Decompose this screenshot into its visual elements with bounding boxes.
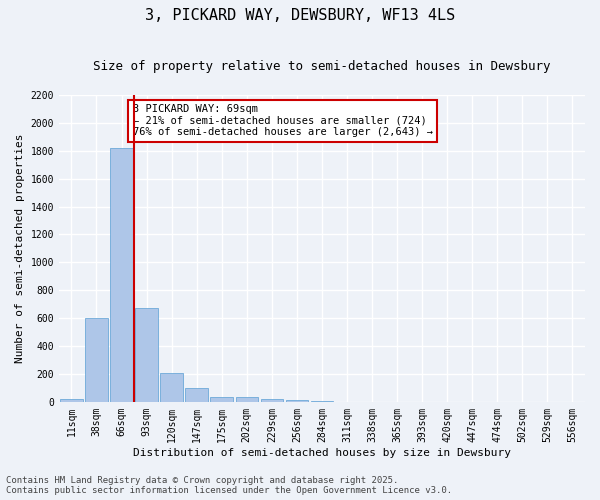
Bar bbox=[160, 372, 183, 402]
Bar bbox=[110, 148, 133, 402]
Bar bbox=[311, 401, 333, 402]
Text: 3, PICKARD WAY, DEWSBURY, WF13 4LS: 3, PICKARD WAY, DEWSBURY, WF13 4LS bbox=[145, 8, 455, 22]
Title: Size of property relative to semi-detached houses in Dewsbury: Size of property relative to semi-detach… bbox=[93, 60, 551, 73]
Text: Contains HM Land Registry data © Crown copyright and database right 2025.
Contai: Contains HM Land Registry data © Crown c… bbox=[6, 476, 452, 495]
Bar bbox=[260, 399, 283, 402]
Bar bbox=[236, 397, 258, 402]
Text: 3 PICKARD WAY: 69sqm
← 21% of semi-detached houses are smaller (724)
76% of semi: 3 PICKARD WAY: 69sqm ← 21% of semi-detac… bbox=[133, 104, 433, 138]
Bar bbox=[211, 396, 233, 402]
X-axis label: Distribution of semi-detached houses by size in Dewsbury: Distribution of semi-detached houses by … bbox=[133, 448, 511, 458]
Bar bbox=[60, 399, 83, 402]
Bar bbox=[85, 318, 108, 402]
Y-axis label: Number of semi-detached properties: Number of semi-detached properties bbox=[15, 134, 25, 363]
Bar bbox=[286, 400, 308, 402]
Bar bbox=[136, 308, 158, 402]
Bar bbox=[185, 388, 208, 402]
